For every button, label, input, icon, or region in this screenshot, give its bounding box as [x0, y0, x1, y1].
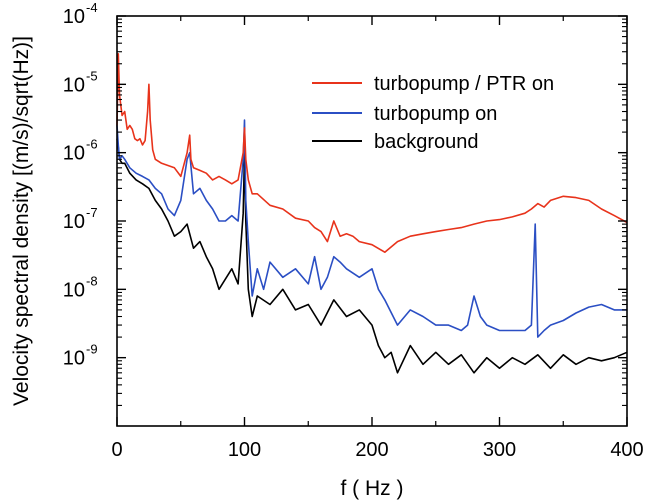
y-tick-label-exponent: -6	[86, 137, 98, 152]
y-tick-label: 10	[63, 74, 85, 96]
series-line-background	[116, 138, 628, 374]
y-tick-label-exponent: -9	[86, 342, 98, 357]
y-tick-label: 10	[63, 348, 85, 370]
x-axis-label: f ( Hz )	[341, 477, 404, 500]
x-tick-label: 300	[483, 439, 516, 461]
y-tick-label-exponent: -7	[86, 205, 98, 220]
series-layer	[116, 52, 628, 374]
legend-label: turbopump / PTR on	[374, 73, 554, 95]
x-tick-label: 100	[228, 439, 261, 461]
x-tick-label: 400	[610, 439, 643, 461]
y-tick-label-exponent: -5	[86, 68, 98, 83]
legend-label: background	[374, 131, 479, 153]
y-tick-label-exponent: -4	[86, 0, 98, 15]
y-tick-label: 10	[63, 143, 85, 165]
series-line-turbopump-ptr-on	[116, 52, 628, 253]
y-axis-label: Velocity spectral density [(m/s)/sqrt(Hz…	[10, 36, 33, 406]
legend: turbopump / PTR on turbopump on background	[312, 73, 554, 153]
x-tick-label: 0	[111, 439, 122, 461]
y-tick-label-exponent: -8	[86, 273, 98, 288]
y-tick-label: 10	[63, 6, 85, 28]
y-tick-label: 10	[63, 211, 85, 233]
series-line-turbopump-on	[116, 119, 627, 338]
legend-label: turbopump on	[374, 103, 497, 125]
x-tick-label: 200	[355, 439, 388, 461]
y-tick-label: 10	[63, 279, 85, 301]
